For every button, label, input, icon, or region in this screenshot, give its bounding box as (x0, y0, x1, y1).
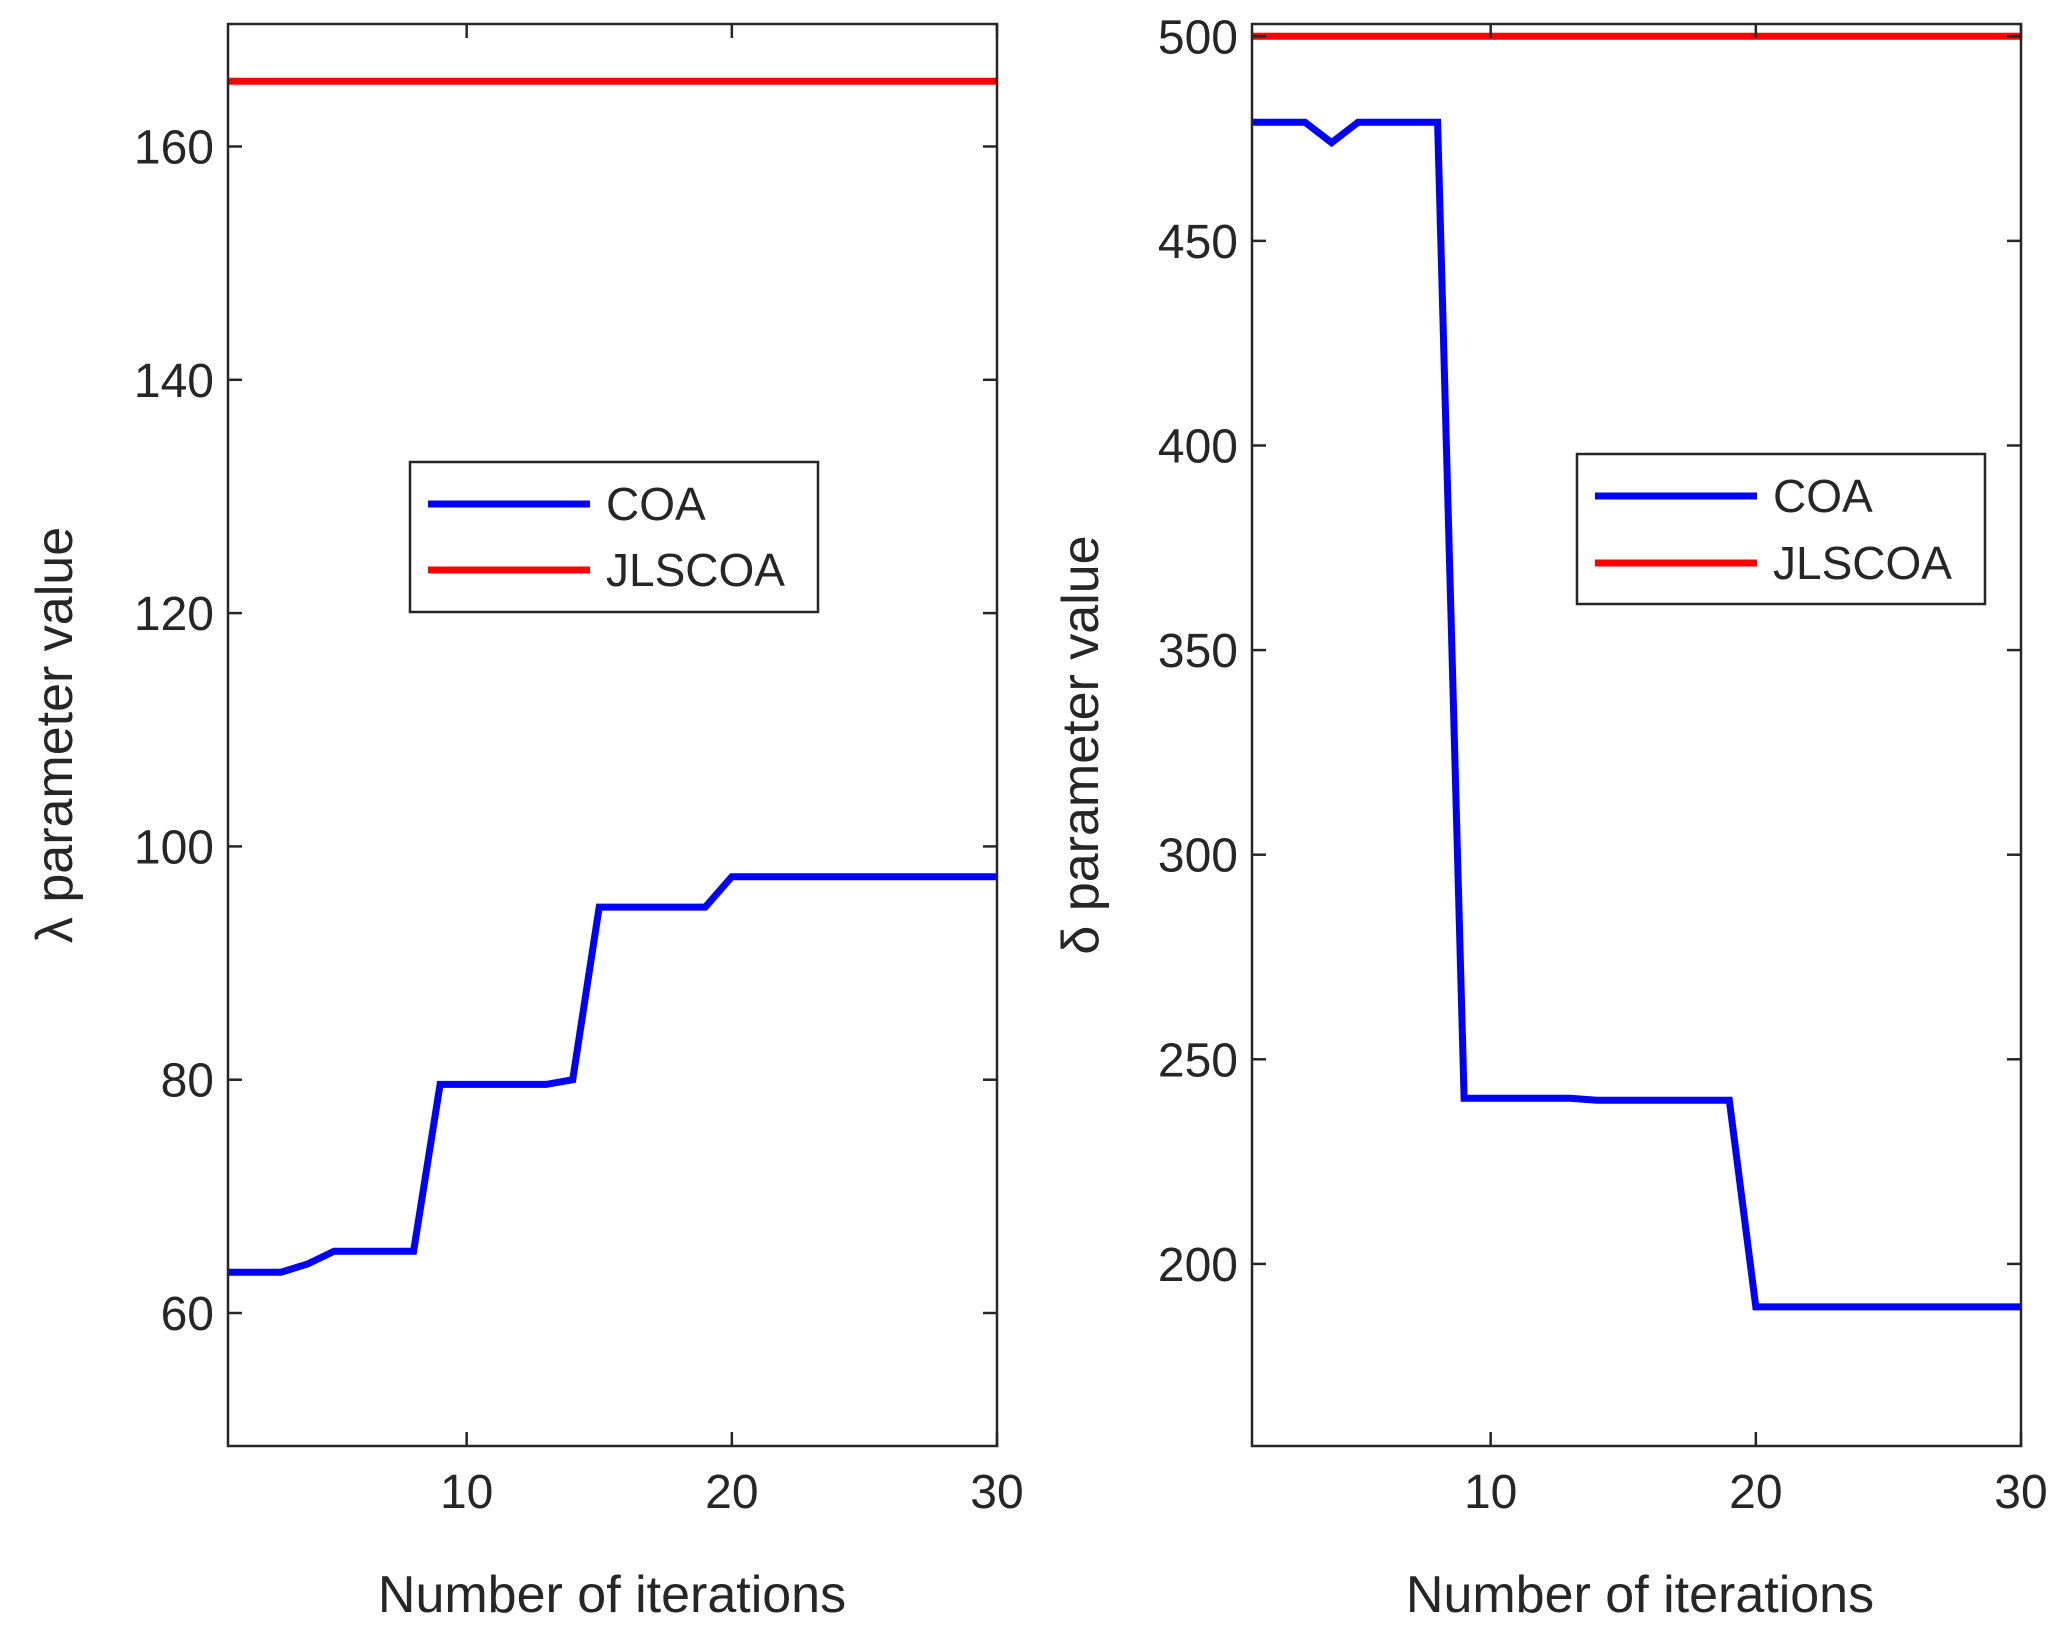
right-ytick-label-500: 500 (1158, 11, 1238, 64)
right-ylabel: δ parameter value (1052, 535, 1110, 954)
left-series-coa-line (228, 873, 997, 1276)
right-ytick-label-450: 450 (1158, 216, 1238, 269)
left-ytick-label-120: 120 (134, 588, 214, 641)
left-axes-box (226, 22, 999, 1448)
left-ticks: 10 20 30 60 80 100 120 140 160 (134, 24, 1024, 1519)
left-panel: 10 20 30 60 80 100 120 140 160 Number of iterati… (26, 22, 1024, 1624)
left-legend-coa-label: COA (606, 478, 706, 530)
right-legend-jlscoa-label: JLSCOA (1773, 537, 1952, 589)
right-axes-box (1250, 22, 2023, 1448)
left-ytick-label-80: 80 (161, 1055, 214, 1108)
left-series-lines (228, 77, 997, 1276)
right-legend-coa-label: COA (1773, 470, 1873, 522)
right-series-lines (1252, 32, 2021, 1311)
right-ytick-label-200: 200 (1158, 1239, 1238, 1292)
right-ytick-label-250: 250 (1158, 1034, 1238, 1087)
right-ytick-label-300: 300 (1158, 830, 1238, 883)
right-panel: 10 20 30 200 250 300 350 400 450 500 Number of it… (1052, 11, 2048, 1624)
right-series-coa-line (1252, 118, 2021, 1311)
left-ytick-label-140: 140 (134, 355, 214, 408)
left-xtick-label-20: 20 (705, 1466, 758, 1519)
right-xtick-label-30: 30 (1994, 1466, 2047, 1519)
right-legend: COA JLSCOA (1575, 452, 1987, 606)
left-plot-area (228, 24, 997, 1446)
right-xlabel: Number of iterations (1406, 1566, 1874, 1624)
left-legend-box (408, 460, 820, 614)
left-ylabel: λ parameter value (26, 527, 84, 943)
right-xtick-label-10: 10 (1464, 1466, 1517, 1519)
right-legend-box (1575, 452, 1987, 606)
right-xtick-label-20: 20 (1729, 1466, 1782, 1519)
left-xtick-label-30: 30 (970, 1466, 1023, 1519)
left-legend-jlscoa-label: JLSCOA (606, 544, 785, 596)
left-xtick-label-10: 10 (440, 1466, 493, 1519)
right-ytick-label-350: 350 (1158, 625, 1238, 678)
right-ticks: 10 20 30 200 250 300 350 400 450 500 (1158, 11, 2048, 1519)
left-ytick-label-100: 100 (134, 821, 214, 874)
left-ytick-label-60: 60 (161, 1288, 214, 1341)
right-plot-area (1252, 24, 2021, 1446)
right-ytick-label-400: 400 (1158, 420, 1238, 473)
left-ytick-label-160: 160 (134, 121, 214, 174)
left-legend: COA JLSCOA (408, 460, 820, 614)
left-xlabel: Number of iterations (378, 1566, 846, 1624)
